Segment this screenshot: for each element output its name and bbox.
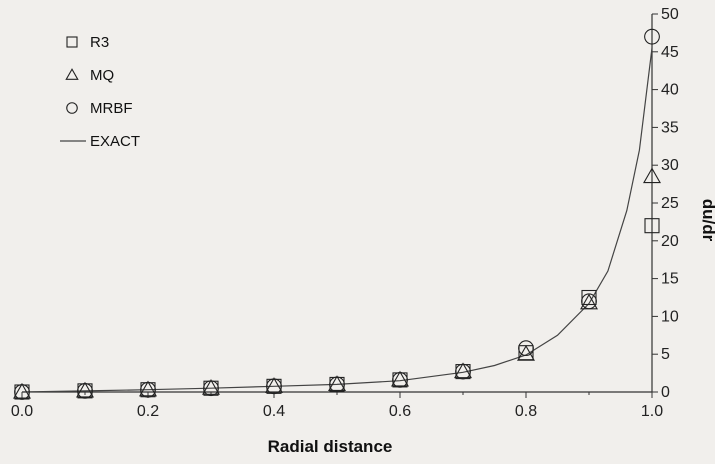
y-tick-label: 25: [661, 195, 679, 212]
mrbf-point: [203, 380, 219, 397]
legend-label: MQ: [90, 67, 114, 84]
mq-point: [391, 370, 409, 387]
x-axis-title: Radial distance: [268, 437, 393, 456]
mrbf-point: [518, 340, 534, 357]
y-tick-label: 15: [661, 271, 679, 288]
y-axis-title: du/dr: [699, 199, 715, 242]
legend: R3 MQ MRBF EXACT: [60, 34, 140, 150]
mrbf-point: [14, 384, 30, 400]
y-tick-label: 20: [661, 233, 679, 250]
legend-label: EXACT: [90, 133, 140, 150]
mrbf-point: [77, 382, 93, 399]
legend-label: R3: [90, 34, 109, 51]
y-tick-label: 0: [661, 384, 670, 401]
r3-point: [518, 345, 534, 361]
y-tick-label: 45: [661, 44, 679, 61]
legend-square-swatch: [66, 36, 78, 48]
legend-label: MRBF: [90, 100, 133, 117]
y-ticks: 0 5 10 15 20 25 30 35 40 45 50: [652, 6, 679, 401]
y-tick-label: 5: [661, 346, 670, 363]
x-tick-label: 0.6: [389, 403, 411, 420]
mrbf-point: [392, 372, 408, 388]
mrbf-point: [644, 28, 660, 45]
mq-point: [454, 362, 472, 379]
legend-triangle-swatch: [65, 68, 79, 80]
y-tick-label: 35: [661, 119, 679, 136]
r3-point: [644, 218, 660, 234]
r3-point: [581, 289, 597, 306]
legend-circle-swatch: [66, 102, 78, 114]
x-tick-label: 0.2: [137, 403, 159, 420]
mq-point: [13, 382, 31, 399]
mq-point: [76, 381, 94, 398]
x-tick-label: 0.0: [11, 403, 33, 420]
x-tick-label: 0.4: [263, 403, 285, 420]
mrbf-point: [455, 363, 471, 380]
exact-line-group: [21, 47, 653, 393]
mrbf-point: [140, 381, 156, 398]
markers-group: [13, 28, 661, 400]
y-tick-label: 40: [661, 82, 679, 99]
y-tick-label: 30: [661, 157, 679, 174]
y-tick-label: 50: [661, 6, 679, 23]
mrbf-point: [266, 378, 282, 395]
mq-point: [517, 345, 535, 361]
x-tick-label: 0.8: [515, 403, 537, 420]
mq-point: [139, 380, 157, 397]
mq-point: [328, 375, 346, 392]
exact-series-line: [21, 47, 653, 393]
x-tick-label: 1.0: [641, 403, 663, 420]
mrbf-point: [581, 293, 597, 310]
mq-point: [265, 377, 283, 393]
mrbf-point: [329, 376, 345, 393]
x-ticks: 0.0 0.2 0.4 0.6 0.8 1.0: [11, 392, 663, 420]
mq-point: [202, 379, 220, 395]
y-tick-label: 10: [661, 308, 679, 325]
mq-point: [643, 167, 661, 184]
